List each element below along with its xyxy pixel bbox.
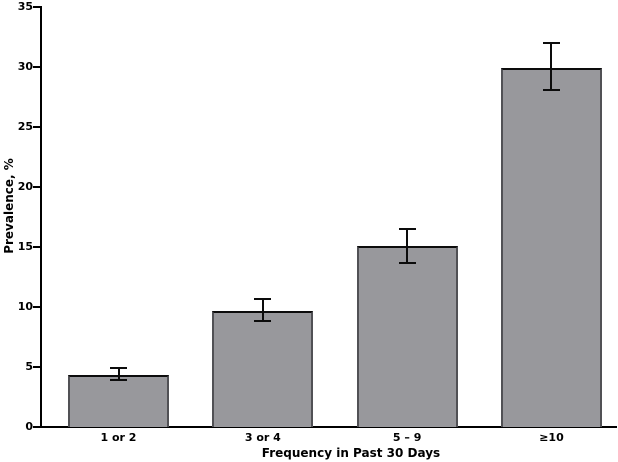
x-category-label: 3 or 4 (244, 431, 281, 444)
y-tick-mark (33, 66, 40, 68)
x-axis-title: Frequency in Past 30 Days (261, 446, 441, 460)
error-bar (550, 43, 553, 90)
x-category-label: 5 – 9 (392, 431, 422, 444)
bar (68, 375, 169, 427)
x-axis-line (40, 426, 617, 428)
y-tick-mark (33, 186, 40, 188)
error-bar (406, 229, 409, 263)
error-bar-cap-top (542, 42, 560, 44)
error-bar-cap-bottom (110, 379, 127, 382)
y-tick-mark (33, 126, 40, 128)
x-category-label: 1 or 2 (100, 431, 137, 444)
bar (356, 245, 458, 427)
y-tick-label: 35 (17, 0, 33, 13)
y-tick-mark (33, 426, 40, 428)
error-bar-cap-top (110, 367, 127, 370)
bar (500, 68, 602, 427)
y-tick-mark (33, 366, 40, 368)
y-tick-label: 5 (25, 360, 33, 373)
y-tick-label: 25 (17, 120, 33, 133)
y-tick-label: 0 (25, 420, 33, 433)
error-bar-cap-bottom (542, 88, 560, 91)
y-tick-label: 10 (17, 300, 33, 313)
error-bar (261, 298, 264, 322)
x-category-label: ≥10 (539, 431, 564, 444)
bar (212, 310, 314, 427)
error-bar-cap-bottom (398, 261, 416, 264)
error-bar (117, 368, 120, 381)
error-bar-cap-top (254, 297, 272, 300)
y-tick-mark (33, 306, 40, 308)
y-tick-label: 15 (17, 240, 33, 253)
error-bar-cap-bottom (254, 320, 272, 323)
y-tick-label: 30 (17, 60, 33, 73)
error-bar-cap-top (398, 228, 416, 230)
y-tick-mark (33, 6, 40, 8)
y-axis-line (40, 6, 42, 427)
y-tick-mark (33, 246, 40, 248)
y-tick-label: 20 (17, 180, 33, 193)
